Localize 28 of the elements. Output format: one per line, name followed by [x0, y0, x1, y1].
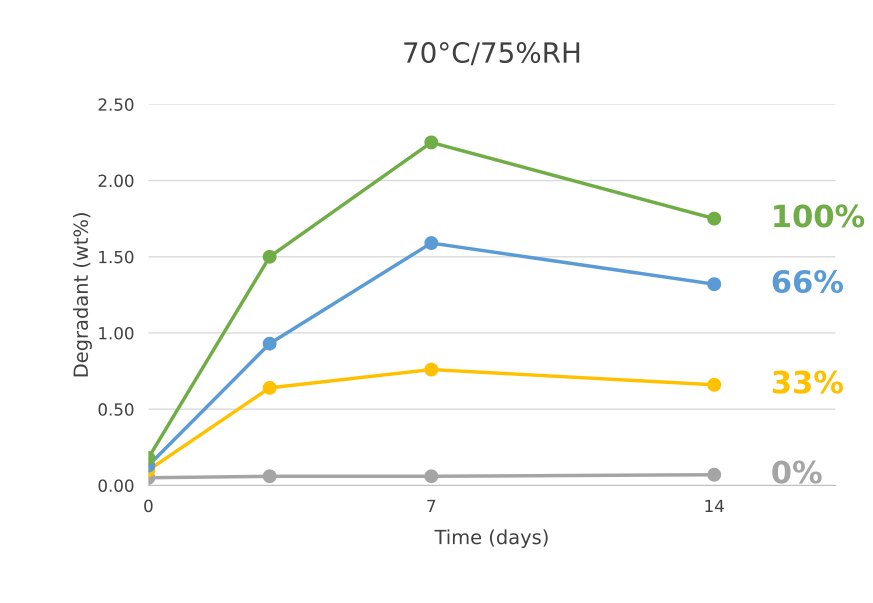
- point: [262, 250, 277, 264]
- point: [424, 135, 438, 150]
- y-tick-label: 1.50: [99, 250, 134, 264]
- point: [424, 469, 438, 484]
- point: [424, 362, 438, 377]
- y-axis-title: Degradant (wt%): [73, 213, 92, 376]
- x-tick-label: 7: [427, 500, 436, 512]
- point: [262, 380, 277, 395]
- point: [424, 236, 438, 250]
- series-label: 66%: [772, 270, 843, 294]
- point: [707, 277, 722, 292]
- x-tick-label: 14: [705, 500, 724, 512]
- y-tick-label: 1.00: [99, 326, 134, 340]
- y-tick-label: 2.00: [98, 174, 134, 188]
- x-tick-label: 0: [144, 500, 153, 512]
- point: [707, 468, 722, 482]
- y-tick-label: 0.50: [98, 403, 134, 416]
- x-axis-title: Time (days): [434, 529, 548, 548]
- series-label: 33%: [772, 370, 843, 394]
- series-label: 0%: [772, 460, 822, 484]
- point: [707, 212, 722, 226]
- point: [262, 336, 277, 351]
- point: [707, 378, 722, 392]
- point: [262, 469, 277, 484]
- y-tick-label: 2.50: [98, 98, 134, 111]
- chart-title: 70°C/75%RH: [404, 42, 580, 66]
- y-tick-label: 0.00: [98, 479, 134, 492]
- series-label: 100%: [774, 204, 864, 228]
